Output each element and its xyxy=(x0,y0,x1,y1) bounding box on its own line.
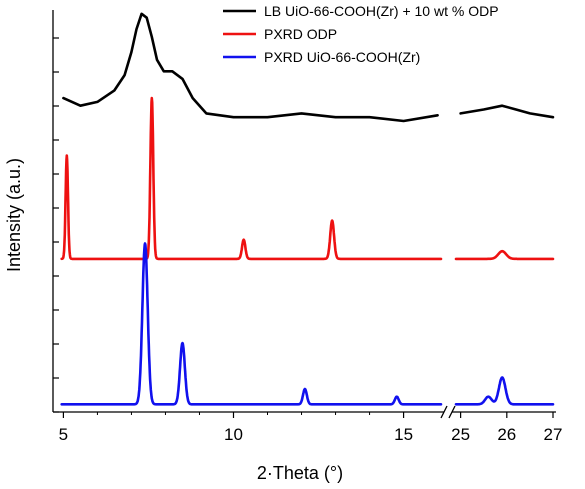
x-tick-label: 10 xyxy=(224,425,243,444)
series-line-uio xyxy=(60,242,443,406)
series-line-odp xyxy=(60,96,443,261)
x-axis-title: 2·Theta (°) xyxy=(257,463,343,483)
series-line-odp xyxy=(454,249,555,261)
x-tick-label: 15 xyxy=(394,425,413,444)
x-tick-label: 26 xyxy=(497,425,516,444)
plot-lines xyxy=(60,12,555,406)
axis-break-mark xyxy=(448,405,456,419)
legend: LB UiO-66-COOH(Zr) + 10 wt % ODP PXRD OD… xyxy=(223,3,499,65)
y-axis-title: Intensity (a.u.) xyxy=(4,158,24,272)
legend-label-lb: LB UiO-66-COOH(Zr) + 10 wt % ODP xyxy=(264,3,499,19)
x-tick-label: 25 xyxy=(451,425,470,444)
axes: 5 10 15 25 26 27 xyxy=(52,10,563,444)
series-line-lb xyxy=(459,104,555,119)
x-tick-label: 27 xyxy=(544,425,563,444)
axis-break-mark xyxy=(440,405,448,419)
legend-label-uio: PXRD UiO-66-COOH(Zr) xyxy=(264,49,420,65)
legend-label-odp: PXRD ODP xyxy=(264,26,337,42)
x-tick-label: 5 xyxy=(59,425,68,444)
series-line-uio xyxy=(454,376,555,406)
series-line-lb xyxy=(62,12,439,123)
